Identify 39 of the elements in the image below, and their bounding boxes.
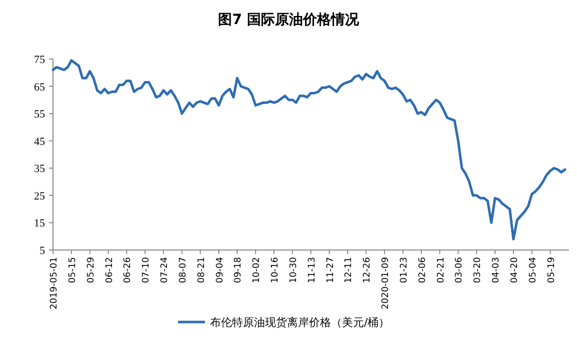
- line-series: [52, 59, 566, 240]
- x-tick-label: 06-26: [123, 256, 134, 284]
- chart-title: 图7 国际原油价格情况: [218, 12, 360, 28]
- y-tick-label: 65: [34, 81, 46, 94]
- y-tick-label: 45: [34, 136, 46, 148]
- y-tick-label: 55: [34, 108, 46, 121]
- x-tick-label: 10-30: [288, 256, 299, 284]
- x-tick-label: 05-15: [68, 257, 78, 284]
- x-tick-label: 04-03: [492, 257, 502, 284]
- y-tick-label: 25: [34, 190, 46, 202]
- x-tick-label: 03-20: [473, 256, 484, 284]
- x-tick-label: 04-20: [510, 256, 520, 284]
- x-tick-label: 02-06: [418, 256, 428, 284]
- x-tick-label: 06-12: [104, 257, 115, 284]
- x-tick-label: 2020-01-09: [381, 256, 392, 310]
- x-tick-label: 2019-05-01: [50, 257, 60, 310]
- x-tick-label: 05-19: [546, 256, 557, 284]
- x-tick-label: 11-27: [326, 257, 336, 284]
- x-tick-label: 12-11: [344, 257, 354, 284]
- x-tick-label: 08-07: [178, 257, 188, 284]
- x-tick-label: 09-04: [215, 256, 226, 284]
- y-tick-label: 75: [34, 54, 46, 66]
- x-tick-label: 03-06: [454, 256, 465, 284]
- x-tick-label: 05-04: [528, 256, 538, 284]
- x-tick-label: 09-18: [234, 256, 244, 284]
- x-tick-label: 05-29: [86, 256, 96, 284]
- y-tick-label: 15: [34, 218, 46, 230]
- y-tick-label: 5: [40, 245, 46, 257]
- x-tick-label: 01-23: [399, 257, 410, 284]
- x-tick-label: 11-13: [307, 257, 318, 284]
- x-tick-label: 10-16: [270, 256, 281, 284]
- x-tick-label: 07-24: [160, 256, 170, 284]
- x-tick-label: 08-21: [196, 257, 207, 284]
- x-tick-label: 02-21: [436, 257, 446, 284]
- x-tick-label: 10-02: [252, 257, 262, 284]
- x-tick-label: 12-26: [362, 256, 373, 284]
- y-tick-label: 35: [34, 163, 46, 176]
- x-tick-label: 07-10: [142, 256, 152, 284]
- legend-label: 布伦特原油现货离岸价格（美元/桶）: [210, 316, 390, 329]
